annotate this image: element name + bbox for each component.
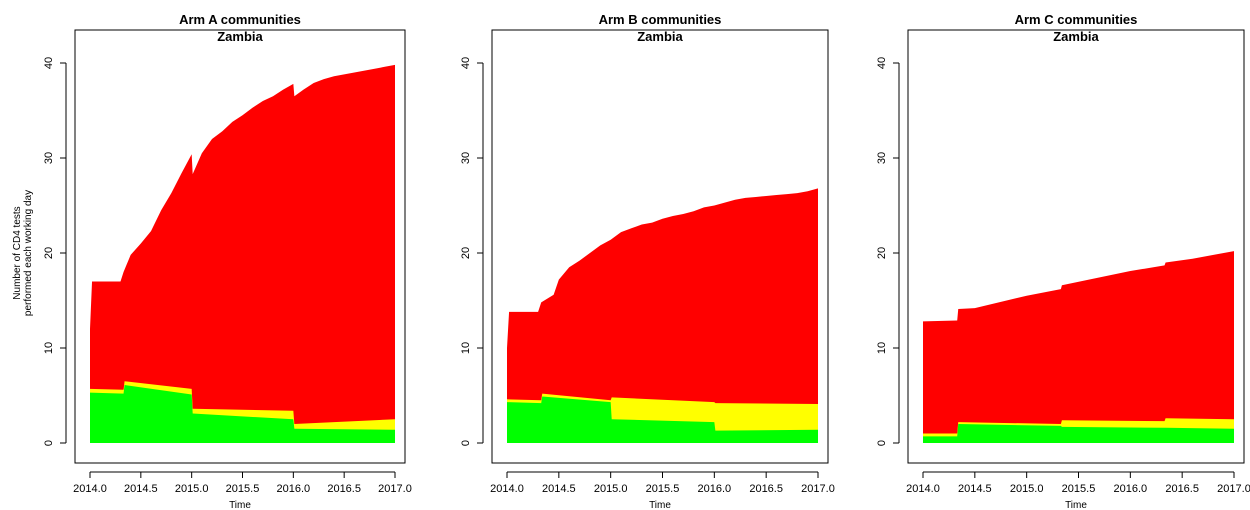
- y-tick-label: 30: [876, 152, 888, 164]
- area-red-2: [923, 251, 1234, 443]
- x-axis-label: Time: [649, 500, 671, 510]
- y-tick-label: 20: [876, 247, 888, 259]
- y-tick-label: 10: [43, 342, 55, 354]
- x-tick-label: 2016.5: [749, 483, 783, 495]
- chart-subtitle: Zambia: [1053, 29, 1099, 44]
- y-tick-label: 0: [43, 440, 55, 446]
- area-green-2: [923, 424, 1234, 443]
- x-tick-label: 2015.5: [1062, 483, 1096, 495]
- x-axis-label: Time: [229, 500, 251, 510]
- x-tick-label: 2015.5: [226, 483, 260, 495]
- y-tick-label: 10: [876, 342, 888, 354]
- y-tick-label: 40: [460, 57, 472, 69]
- chart-title: Arm B communities: [599, 12, 722, 27]
- x-tick-label: 2016.0: [277, 483, 311, 495]
- chart-title: Arm A communities: [179, 12, 301, 27]
- x-tick-label: 2016.5: [1165, 483, 1199, 495]
- x-tick-label: 2014.5: [124, 483, 158, 495]
- area-green-0: [90, 385, 395, 443]
- y-tick-label: 20: [43, 247, 55, 259]
- y-tick-label: 40: [43, 57, 55, 69]
- x-tick-label: 2014.5: [958, 483, 992, 495]
- x-axis-label: Time: [1065, 500, 1087, 510]
- chart-panel-2: 2014.0 2014.5 2015.0 2015.5 2016.0 2016.5 2017…: [876, 12, 1250, 510]
- chart-subtitle: Zambia: [637, 29, 683, 44]
- chart-panel-0: 2014.0 2014.5 2015.0 2015.5 2016.0 2016.5 2017…: [12, 12, 412, 510]
- x-tick-label: 2017.0: [1217, 483, 1250, 495]
- area-red-1: [507, 188, 818, 443]
- y-tick-label: 40: [876, 57, 888, 69]
- y-tick-label: 0: [460, 440, 472, 446]
- y-tick-label: 0: [876, 440, 888, 446]
- area-green-1: [507, 396, 818, 443]
- x-tick-label: 2016.0: [698, 483, 732, 495]
- y-tick-label: 30: [43, 152, 55, 164]
- chart-panel-1: 2014.0 2014.5 2015.0 2015.5 2016.0 2016.5 2017…: [460, 12, 835, 510]
- chart-title: Arm C communities: [1015, 12, 1138, 27]
- y-tick-label: 20: [460, 247, 472, 259]
- x-tick-label: 2015.5: [646, 483, 680, 495]
- plot-frame: [491, 29, 829, 464]
- x-tick-label: 2015.0: [594, 483, 628, 495]
- x-tick-label: 2016.0: [1114, 483, 1148, 495]
- area-red-0: [90, 64, 395, 444]
- x-tick-label: 2014.0: [73, 483, 107, 495]
- x-tick-label: 2015.0: [175, 483, 209, 495]
- x-tick-label: 2014.5: [542, 483, 576, 495]
- x-tick-label: 2017.0: [801, 483, 835, 495]
- y-tick-label: 30: [460, 152, 472, 164]
- x-tick-label: 2014.0: [490, 483, 524, 495]
- y-axis-label: Number of CD4 testsperformed each workin…: [12, 190, 34, 316]
- plot-frame: [907, 29, 1245, 464]
- chart-subtitle: Zambia: [217, 29, 263, 44]
- x-tick-label: 2017.0: [378, 483, 412, 495]
- x-tick-label: 2014.0: [906, 483, 940, 495]
- x-tick-label: 2016.5: [327, 483, 361, 495]
- plot-frame: [74, 29, 406, 464]
- x-tick-label: 2015.0: [1010, 483, 1044, 495]
- y-tick-label: 10: [460, 342, 472, 354]
